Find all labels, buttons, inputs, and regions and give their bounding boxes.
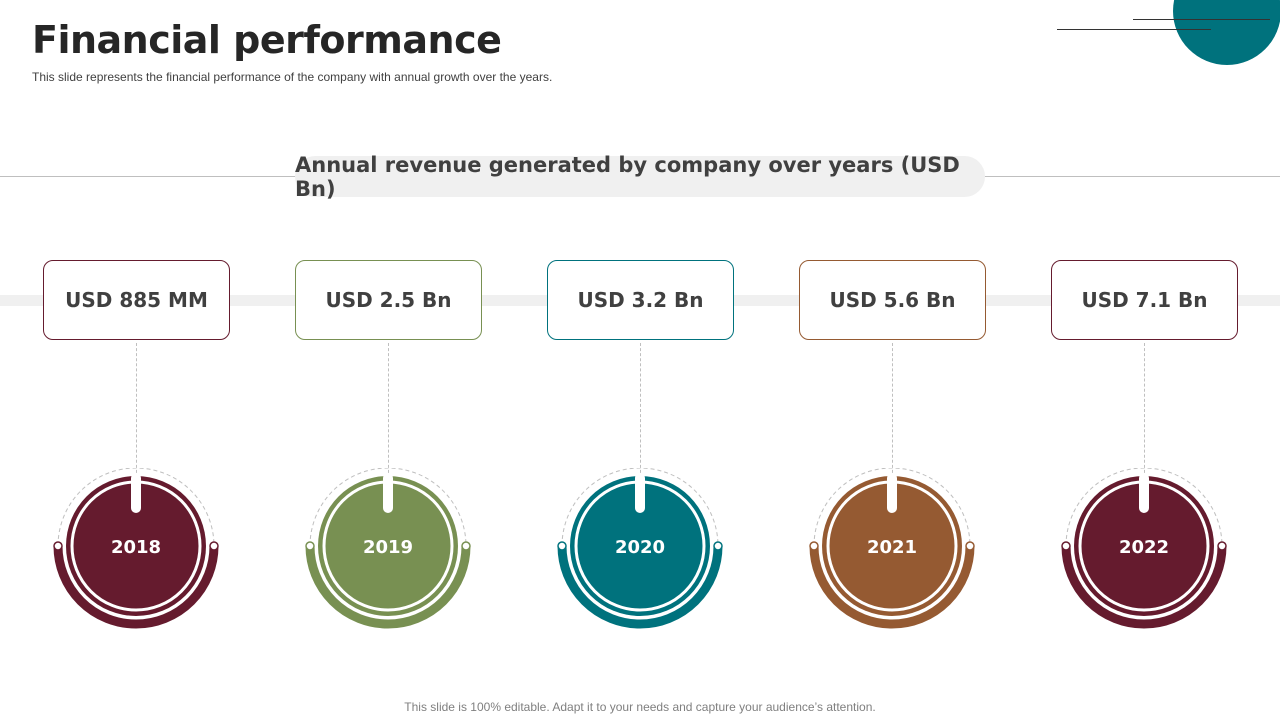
revenue-value-box: USD 3.2 Bn: [547, 260, 734, 340]
year-disc: [318, 476, 458, 616]
arc-end-dot: [461, 541, 471, 551]
year-label: 2020: [615, 537, 665, 558]
progress-arc: [557, 545, 723, 629]
year-dial: 2020: [557, 468, 723, 634]
year-disc: [1074, 476, 1214, 616]
year-disc: [570, 476, 710, 616]
year-label: 2022: [1119, 537, 1169, 558]
chart-title: Annual revenue generated by company over…: [295, 153, 985, 201]
arc-end-dot: [965, 541, 975, 551]
revenue-value-box: USD 885 MM: [43, 260, 230, 340]
arc-end-dot: [53, 541, 63, 551]
arc-end-dot: [1217, 541, 1227, 551]
revenue-value-box: USD 2.5 Bn: [295, 260, 482, 340]
revenue-value-box: USD 5.6 Bn: [799, 260, 986, 340]
arc-end-dot: [305, 541, 315, 551]
dashed-connector: [640, 343, 641, 478]
year-disc: [66, 476, 206, 616]
arc-end-dot: [1061, 541, 1071, 551]
year-dial: 2022: [1061, 468, 1227, 634]
year-disc: [822, 476, 962, 616]
dashed-connector: [388, 343, 389, 478]
progress-arc: [305, 545, 471, 629]
progress-arc: [53, 545, 219, 629]
year-dial: 2019: [305, 468, 471, 634]
dashed-connector: [1144, 343, 1145, 478]
year-dial: 2021: [809, 468, 975, 634]
footer-note: This slide is 100% editable. Adapt it to…: [404, 700, 876, 714]
notch: [1139, 473, 1149, 513]
notch: [131, 473, 141, 513]
arc-end-dot: [557, 541, 567, 551]
notch: [383, 473, 393, 513]
arc-end-dot: [809, 541, 819, 551]
arc-end-dot: [209, 541, 219, 551]
page-title: Financial performance: [32, 18, 502, 62]
year-label: 2021: [867, 537, 917, 558]
decorative-line: [1133, 19, 1270, 20]
notch: [887, 473, 897, 513]
year-dial: 2018: [53, 468, 219, 634]
progress-arc: [809, 545, 975, 629]
arc-end-dot: [713, 541, 723, 551]
decorative-line: [1057, 29, 1211, 30]
year-label: 2019: [363, 537, 413, 558]
progress-arc: [1061, 545, 1227, 629]
decorative-circle: [1173, 0, 1280, 65]
dashed-connector: [136, 343, 137, 478]
dashed-connector: [892, 343, 893, 478]
notch: [635, 473, 645, 513]
year-label: 2018: [111, 537, 161, 558]
page-subtitle: This slide represents the financial perf…: [32, 70, 553, 84]
revenue-value-box: USD 7.1 Bn: [1051, 260, 1238, 340]
